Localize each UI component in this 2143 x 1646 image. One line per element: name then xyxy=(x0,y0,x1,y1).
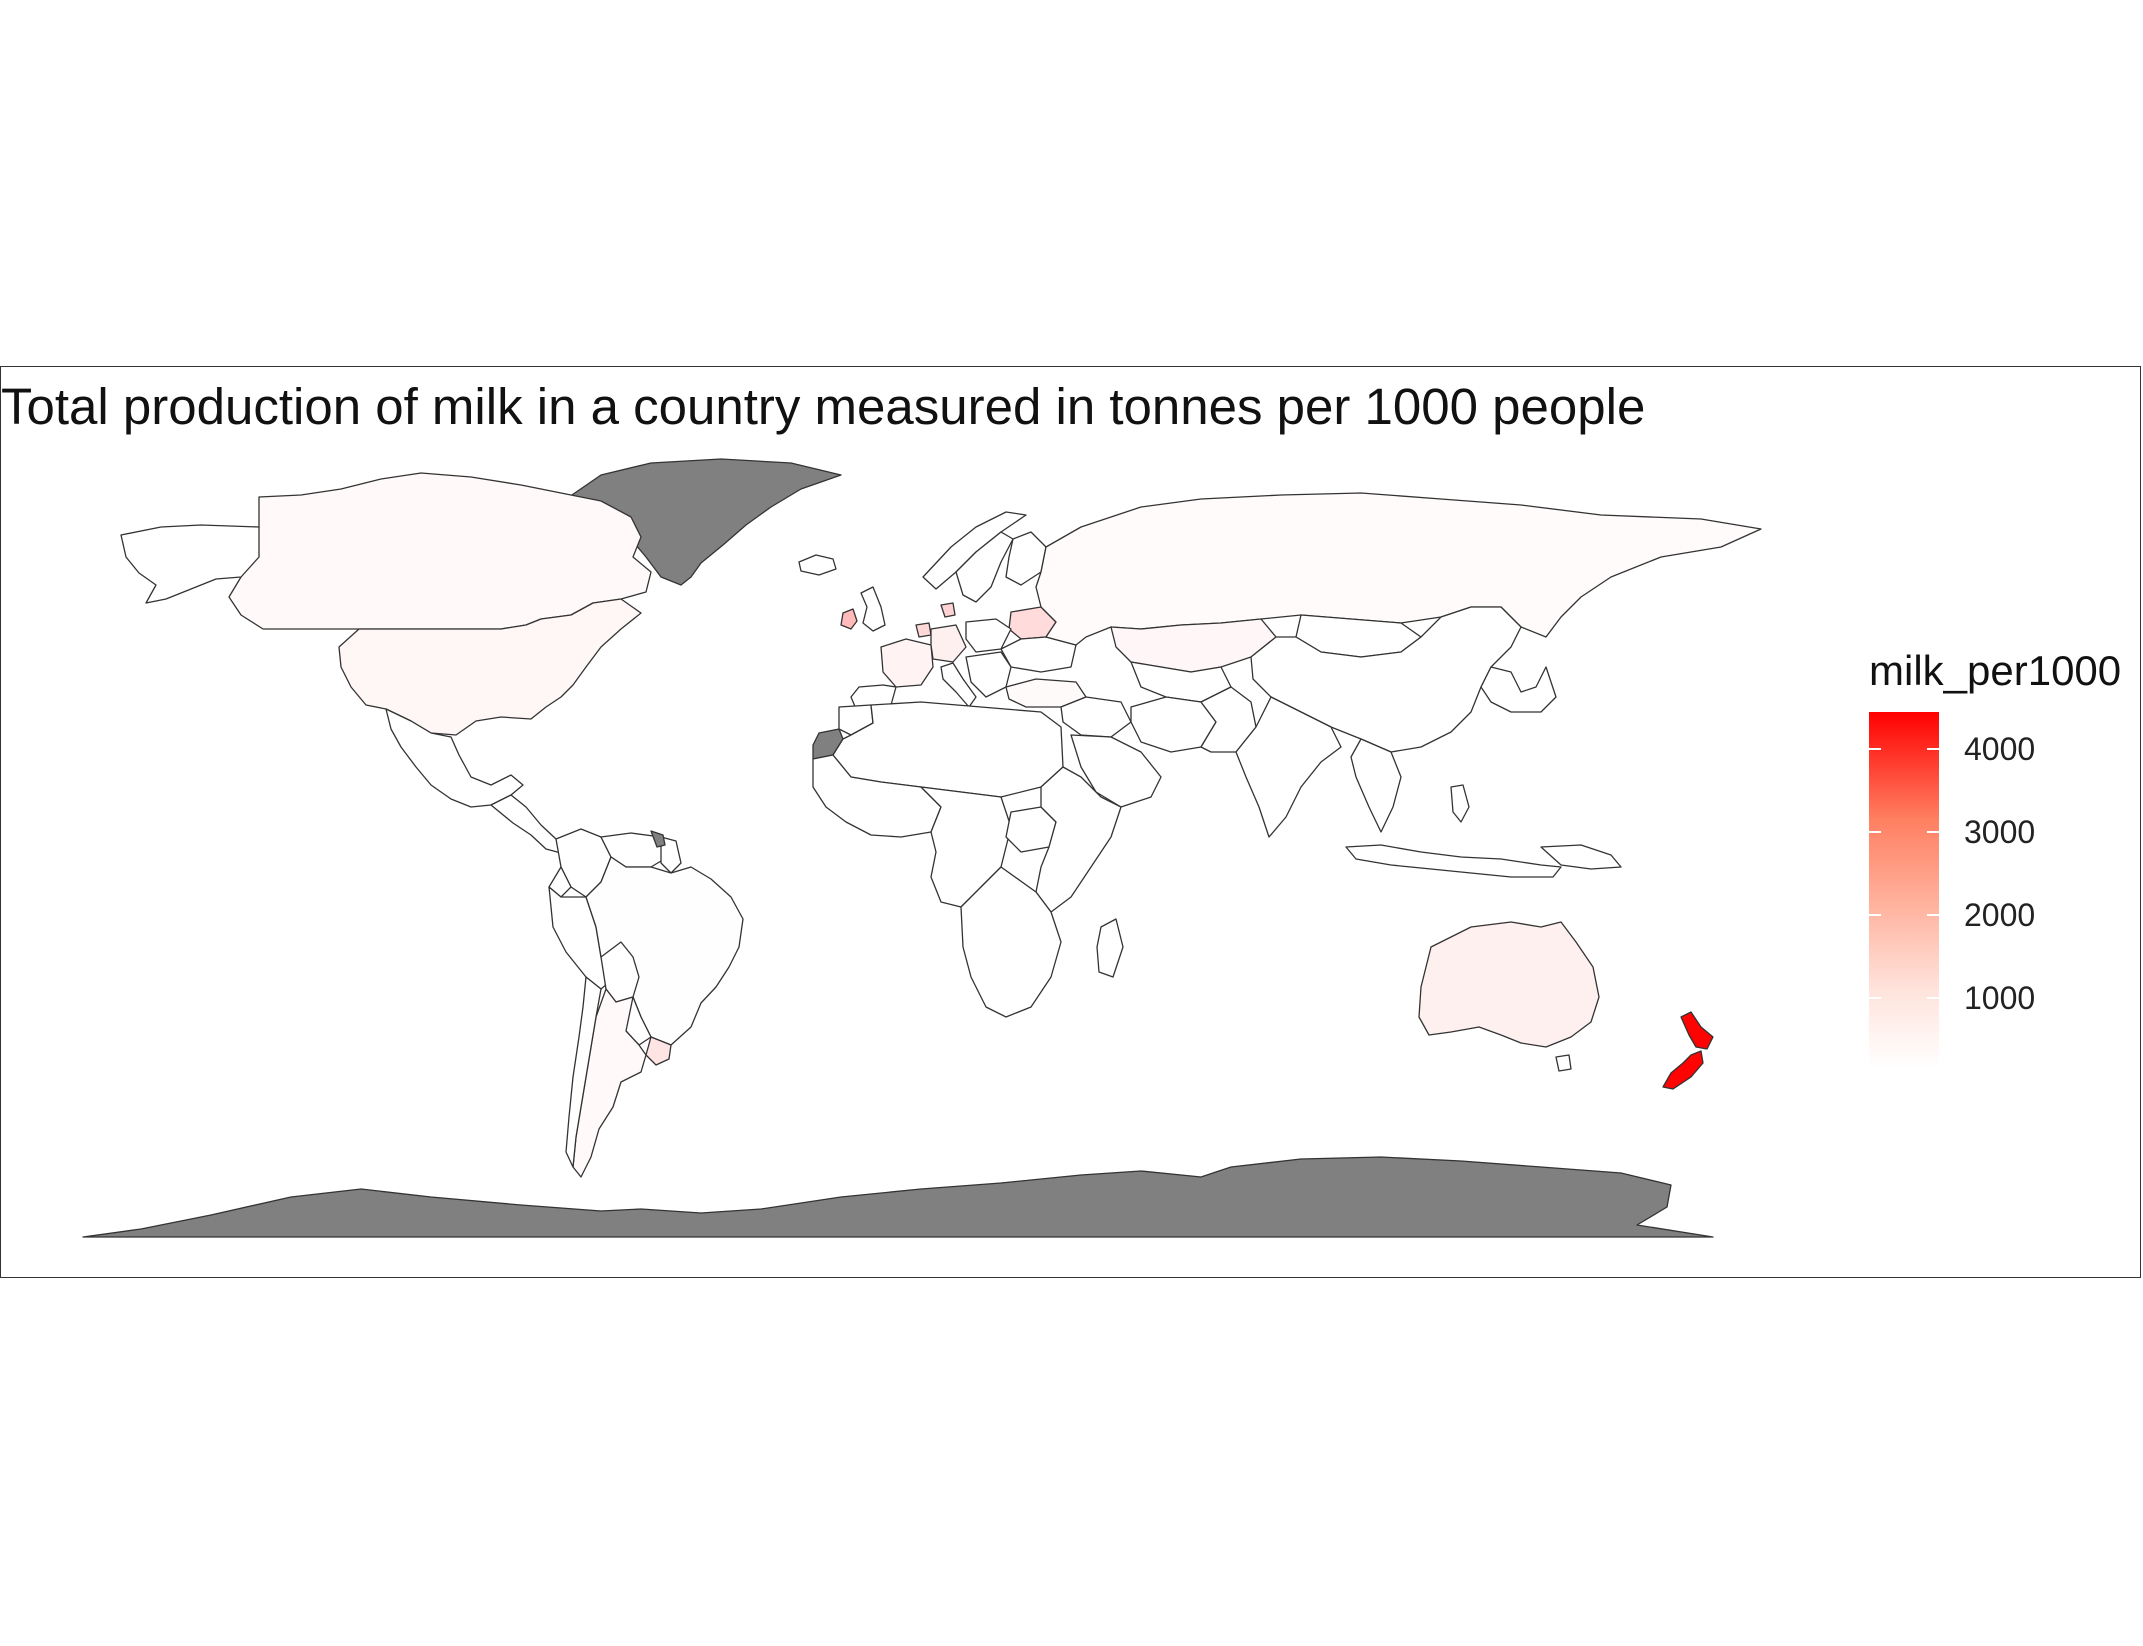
region-ireland xyxy=(840,608,858,630)
region-middle-east xyxy=(1060,696,1132,738)
map-panel: Total production of milk in a country me… xyxy=(0,366,2141,1278)
region-netherlands xyxy=(915,622,932,638)
legend-title: milk_per1000 xyxy=(1869,647,2122,694)
region-indonesia xyxy=(1345,844,1562,878)
region-germany xyxy=(930,624,967,663)
legend-tick-label: 1000 xyxy=(1964,979,2036,1016)
region-tasmania xyxy=(1555,1054,1572,1072)
region-italy xyxy=(940,662,977,708)
region-new-zealand xyxy=(1662,1011,1714,1090)
region-korea-japan xyxy=(1480,666,1557,713)
region-united-kingdom xyxy=(860,586,886,632)
region-sweden xyxy=(955,531,1014,603)
legend-tick-label: 4000 xyxy=(1964,731,2036,768)
region-arabia xyxy=(1070,734,1162,808)
region-southern-africa xyxy=(960,866,1062,1018)
region-southeast-asia xyxy=(1350,738,1402,833)
region-east-africa xyxy=(1035,766,1122,913)
region-iceland xyxy=(798,554,837,576)
region-mexico xyxy=(385,708,524,808)
chart-title: Total production of milk in a country me… xyxy=(1,378,1646,435)
region-central-america xyxy=(490,794,562,854)
region-chile xyxy=(565,976,602,1168)
region-antarctica xyxy=(82,1156,1714,1238)
region-ukraine xyxy=(1000,636,1077,673)
region-guyana xyxy=(660,836,682,874)
region-france xyxy=(880,638,934,688)
region-denmark xyxy=(940,602,956,618)
region-french-guiana xyxy=(650,830,666,848)
region-balkans xyxy=(965,651,1012,698)
region-papua xyxy=(1540,844,1622,870)
region-norway xyxy=(922,511,1027,590)
legend-tick-label: 3000 xyxy=(1964,814,2036,851)
region-india xyxy=(1235,696,1342,838)
region-united-states xyxy=(338,598,642,736)
region-alaska xyxy=(120,524,260,604)
region-uruguay xyxy=(645,1036,672,1066)
region-australia xyxy=(1418,921,1600,1048)
legend-tick-label: 2000 xyxy=(1964,896,2036,933)
region-philippines xyxy=(1450,784,1470,823)
legend-colorbar xyxy=(1869,712,1939,1068)
world-map xyxy=(82,458,1762,1238)
region-finland xyxy=(1005,531,1047,586)
region-madagascar xyxy=(1096,918,1124,978)
